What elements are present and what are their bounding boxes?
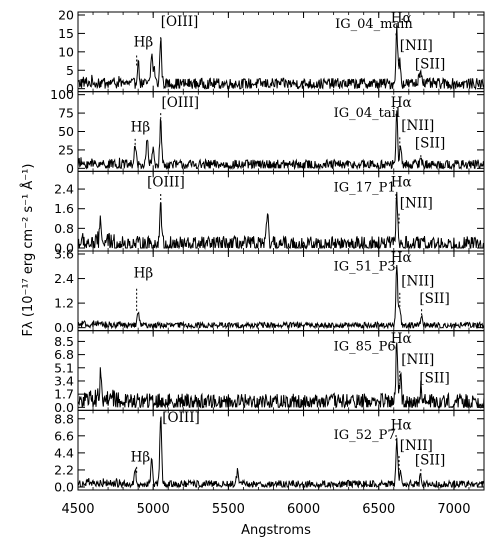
line-annotation: [SII] <box>415 453 445 469</box>
y-tick-label: 5 <box>66 63 74 78</box>
line-annotation: Hα <box>391 331 412 347</box>
x-tick-label: 5500 <box>212 502 245 517</box>
y-tick-label: 50 <box>58 124 74 139</box>
spectrum-line <box>77 416 485 489</box>
y-tick-label: 2.2 <box>54 462 74 477</box>
line-annotation: [NII] <box>400 195 433 211</box>
y-tick-label: 0.0 <box>54 320 74 335</box>
line-annotation: Hα <box>391 95 412 111</box>
y-tick-label: 0.8 <box>54 221 74 236</box>
line-annotation: Hα <box>391 175 412 191</box>
y-tick-label: 10 <box>58 44 74 59</box>
line-annotation: [NII] <box>400 438 433 454</box>
y-tick-label: 0.0 <box>54 400 74 415</box>
y-axis-label: Fλ (10⁻¹⁷ erg cm⁻² s⁻¹ Å⁻¹) <box>20 164 36 337</box>
line-annotation: [NII] <box>401 274 434 290</box>
line-annotation: Hβ <box>131 449 151 465</box>
panel-label: IG_51_P3 <box>334 259 396 274</box>
y-tick-label: 5.1 <box>54 360 74 375</box>
y-tick-label: 4.4 <box>54 445 74 460</box>
y-tick-label: 100 <box>50 87 74 102</box>
y-tick-label: 0 <box>66 161 74 176</box>
panel-IG_17_P1: 0.0 0.8 1.6 2.4 [OIII] Hα [NII] IG_17_P1 <box>54 170 485 256</box>
x-tick-label: 7000 <box>437 502 470 517</box>
line-annotation: Hα <box>391 10 412 26</box>
spectrum-line <box>77 24 485 91</box>
spectrum-line <box>77 110 485 171</box>
line-annotation: Hβ <box>134 266 154 282</box>
y-tick-label: 25 <box>58 142 74 157</box>
line-annotation: Hβ <box>134 34 154 50</box>
panel-label: IG_04_main <box>335 17 413 32</box>
line-annotation: [OIII] <box>161 95 199 111</box>
x-tick-label: 5000 <box>137 502 170 517</box>
panel-IG_51_P3: 0.0 1.2 2.4 3.6 Hβ Hα [NII][SII] IG_51_P3 <box>54 247 485 335</box>
line-annotation: [SII] <box>415 136 445 152</box>
y-tick-label: 3.4 <box>54 373 74 388</box>
panel-IG_52_P7: 0.0 2.2 4.4 6.6 8.8 Hβ [OIII] Hα [NII][SII] IG_52… <box>54 409 485 495</box>
panel-frame <box>77 409 485 491</box>
x-axis: 4500 5000 5500 6000 6500 7000 <box>61 502 470 517</box>
spectrum-line <box>77 191 485 250</box>
x-axis-label: Angstroms <box>241 523 311 538</box>
panel-label: IG_17_P1 <box>334 181 396 196</box>
line-annotation: Hα <box>391 418 412 434</box>
y-tick-label: 2.4 <box>54 182 74 197</box>
y-tick-label: 0 <box>66 81 74 96</box>
line-annotation: [SII] <box>419 371 449 387</box>
y-tick-label: 8.5 <box>54 334 74 349</box>
x-tick-label: 4500 <box>61 502 94 517</box>
y-tick-label: 6.6 <box>54 428 74 443</box>
y-tick-label: 75 <box>58 106 74 121</box>
line-annotation: [SII] <box>419 291 449 307</box>
line-annotation: [NII] <box>401 352 434 368</box>
y-tick-label: 15 <box>58 26 74 41</box>
panel-label: IG_04_tail <box>334 106 400 121</box>
line-annotation: [OIII] <box>161 14 199 30</box>
spectrum-line <box>77 342 485 409</box>
panel-IG_85_P6: 0.01.73.45.16.88.5 Hα [NII] [SII] IG_85_P6 <box>54 330 485 415</box>
panel-IG_04_tail: 0 25 50 75 100 Hβ [OIII] Hα [NII] [SII] IG_04_tail <box>50 87 485 176</box>
y-tick-label: 6.8 <box>54 347 74 362</box>
line-annotation: [NII] <box>400 38 433 54</box>
line-annotation: [SII] <box>415 56 445 72</box>
line-annotation: Hα <box>391 250 412 266</box>
line-annotation: [NII] <box>401 118 434 134</box>
x-tick-label: 6000 <box>287 502 320 517</box>
panel-label: IG_52_P7 <box>334 428 396 443</box>
line-annotation: [OIII] <box>162 410 200 426</box>
line-annotation: [OIII] <box>147 175 185 191</box>
y-tick-label: 2.4 <box>54 271 74 286</box>
line-annotation: Hβ <box>131 120 151 136</box>
panel-IG_04_main: 0 5 10 15 20 Hβ [OIII] Hα [NII] [SII] IG_04_main <box>58 8 485 96</box>
y-tick-label: 1.7 <box>54 387 74 402</box>
y-tick-label: 3.6 <box>54 247 74 262</box>
y-tick-label: 0.0 <box>54 241 74 256</box>
x-tick-label: 6500 <box>362 502 395 517</box>
y-tick-label: 1.2 <box>54 296 74 311</box>
y-tick-label: 0.0 <box>54 480 74 495</box>
y-tick-label: 20 <box>58 8 74 23</box>
y-tick-label: 8.8 <box>54 411 74 426</box>
y-tick-label: 1.6 <box>54 201 74 216</box>
spectrum-line <box>77 264 485 330</box>
panel-label: IG_85_P6 <box>334 340 396 355</box>
